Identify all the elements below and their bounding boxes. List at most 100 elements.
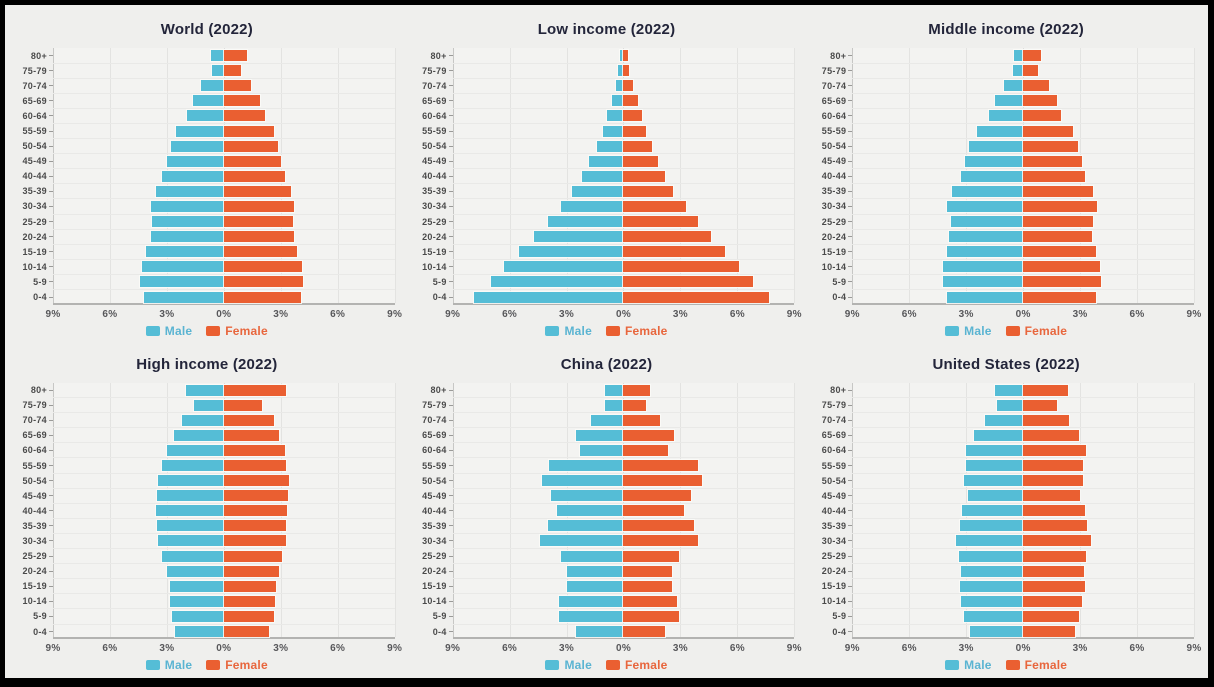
x-tick-label: 3% xyxy=(159,308,175,320)
female-half xyxy=(1023,535,1194,547)
age-row: 0-4 xyxy=(413,623,801,639)
bar-pair xyxy=(53,593,395,609)
row-gridline xyxy=(452,213,795,215)
female-bar xyxy=(623,429,674,441)
row-gridline xyxy=(53,427,395,429)
age-axis-tick: 5-9 xyxy=(812,277,853,287)
female-half xyxy=(623,246,794,258)
female-bar xyxy=(223,429,279,441)
male-half xyxy=(852,626,1024,638)
female-bar xyxy=(223,595,276,607)
male-half xyxy=(53,50,224,62)
y-tick-mark xyxy=(49,175,53,177)
y-tick-mark xyxy=(448,100,453,102)
age-row: 80+ xyxy=(812,48,1200,63)
age-axis-tick: 25-29 xyxy=(812,551,853,561)
row-gridline xyxy=(852,213,1194,215)
chart-title: Middle income (2022) xyxy=(928,21,1085,38)
female-half xyxy=(623,490,794,502)
male-bar xyxy=(591,414,624,426)
female-bar xyxy=(1023,261,1101,273)
age-row: 55-59 xyxy=(13,122,401,138)
age-axis-label: 15-19 xyxy=(22,246,47,257)
x-tick-label: 9% xyxy=(844,308,860,320)
age-axis-label: 0-4 xyxy=(832,626,847,637)
y-axis-line xyxy=(852,48,854,303)
age-axis-tick: 40-44 xyxy=(812,506,853,516)
age-row: 10-14 xyxy=(413,258,801,274)
age-axis-tick: 0-4 xyxy=(13,627,53,637)
age-row: 35-39 xyxy=(413,183,801,199)
female-bar xyxy=(223,291,301,303)
bar-pair xyxy=(452,593,795,609)
age-axis-tick: 60-64 xyxy=(812,111,853,121)
female-bar xyxy=(223,170,285,182)
bar-pair xyxy=(53,623,395,639)
bar-pair xyxy=(852,548,1194,564)
female-legend-label: Female xyxy=(225,323,268,338)
x-tick-label: 0% xyxy=(615,308,632,320)
male-half xyxy=(852,80,1024,92)
female-bar xyxy=(623,170,666,182)
age-axis-label: 30-34 xyxy=(422,201,447,212)
y-tick-mark xyxy=(448,115,453,117)
gridline xyxy=(509,382,511,637)
pyramid-chart-low-income-2022: Low income (2022) 80+ 75-79 70-74 65-69 60-64… xyxy=(407,9,807,344)
age-row: 60-64 xyxy=(13,107,401,123)
age-axis-tick: 10-14 xyxy=(13,596,53,606)
male-bar xyxy=(162,170,224,182)
female-legend-item: Female xyxy=(1005,324,1068,338)
male-half xyxy=(453,231,624,243)
chart-legend: Male Female xyxy=(812,656,1200,678)
male-bar xyxy=(942,261,1024,273)
age-axis-tick: 15-19 xyxy=(812,247,853,257)
x-axis: 9% 6% 3% 0% 3% 6% 9% xyxy=(845,305,1201,322)
age-axis-tick: 35-39 xyxy=(413,521,453,531)
y-tick-mark xyxy=(448,449,453,451)
pyramid-chart-high-income-2022: High income (2022) 80+ 75-79 70-74 65-69 60-6… xyxy=(7,344,407,679)
female-bar xyxy=(1023,429,1080,441)
male-half xyxy=(852,565,1024,577)
bar-pair xyxy=(452,273,795,289)
gridline xyxy=(509,48,511,303)
age-row: 40-44 xyxy=(413,168,801,184)
row-gridline xyxy=(452,273,795,275)
age-axis-label: 80+ xyxy=(30,50,47,61)
row-gridline xyxy=(852,532,1194,534)
age-axis-label: 25-29 xyxy=(22,216,47,227)
bar-pair xyxy=(852,383,1194,398)
male-bar xyxy=(557,505,624,517)
row-gridline xyxy=(452,77,795,79)
age-axis-label: 55-59 xyxy=(821,460,847,471)
bar-pair xyxy=(452,608,795,624)
age-axis-tick: 75-79 xyxy=(413,66,453,76)
female-half xyxy=(223,610,395,622)
bar-pair xyxy=(852,153,1194,169)
x-tick-label: 6% xyxy=(729,643,745,654)
male-half xyxy=(53,626,224,638)
male-bar xyxy=(951,185,1024,197)
bar-pair xyxy=(53,92,395,108)
male-bar xyxy=(612,95,624,107)
male-bar xyxy=(959,520,1024,532)
row-gridline xyxy=(53,593,395,595)
x-tick-label: 6% xyxy=(102,308,118,320)
age-axis-label: 45-49 xyxy=(422,490,447,501)
bar-pair xyxy=(53,107,395,123)
male-half xyxy=(852,580,1024,592)
male-bar xyxy=(947,200,1024,212)
x-tick-label: 6% xyxy=(729,308,745,320)
bar-pair xyxy=(452,168,795,184)
female-half xyxy=(223,444,395,456)
female-half xyxy=(623,50,794,62)
age-axis-tick: 70-74 xyxy=(13,415,53,425)
male-half xyxy=(453,414,624,426)
age-axis-label: 10-14 xyxy=(821,596,847,607)
row-gridline xyxy=(452,138,795,140)
female-half xyxy=(623,580,794,592)
bar-pair xyxy=(852,258,1194,274)
age-axis-tick: 15-19 xyxy=(413,581,453,591)
male-half xyxy=(53,580,224,592)
y-tick-mark xyxy=(448,540,453,542)
y-tick-mark xyxy=(848,281,853,283)
